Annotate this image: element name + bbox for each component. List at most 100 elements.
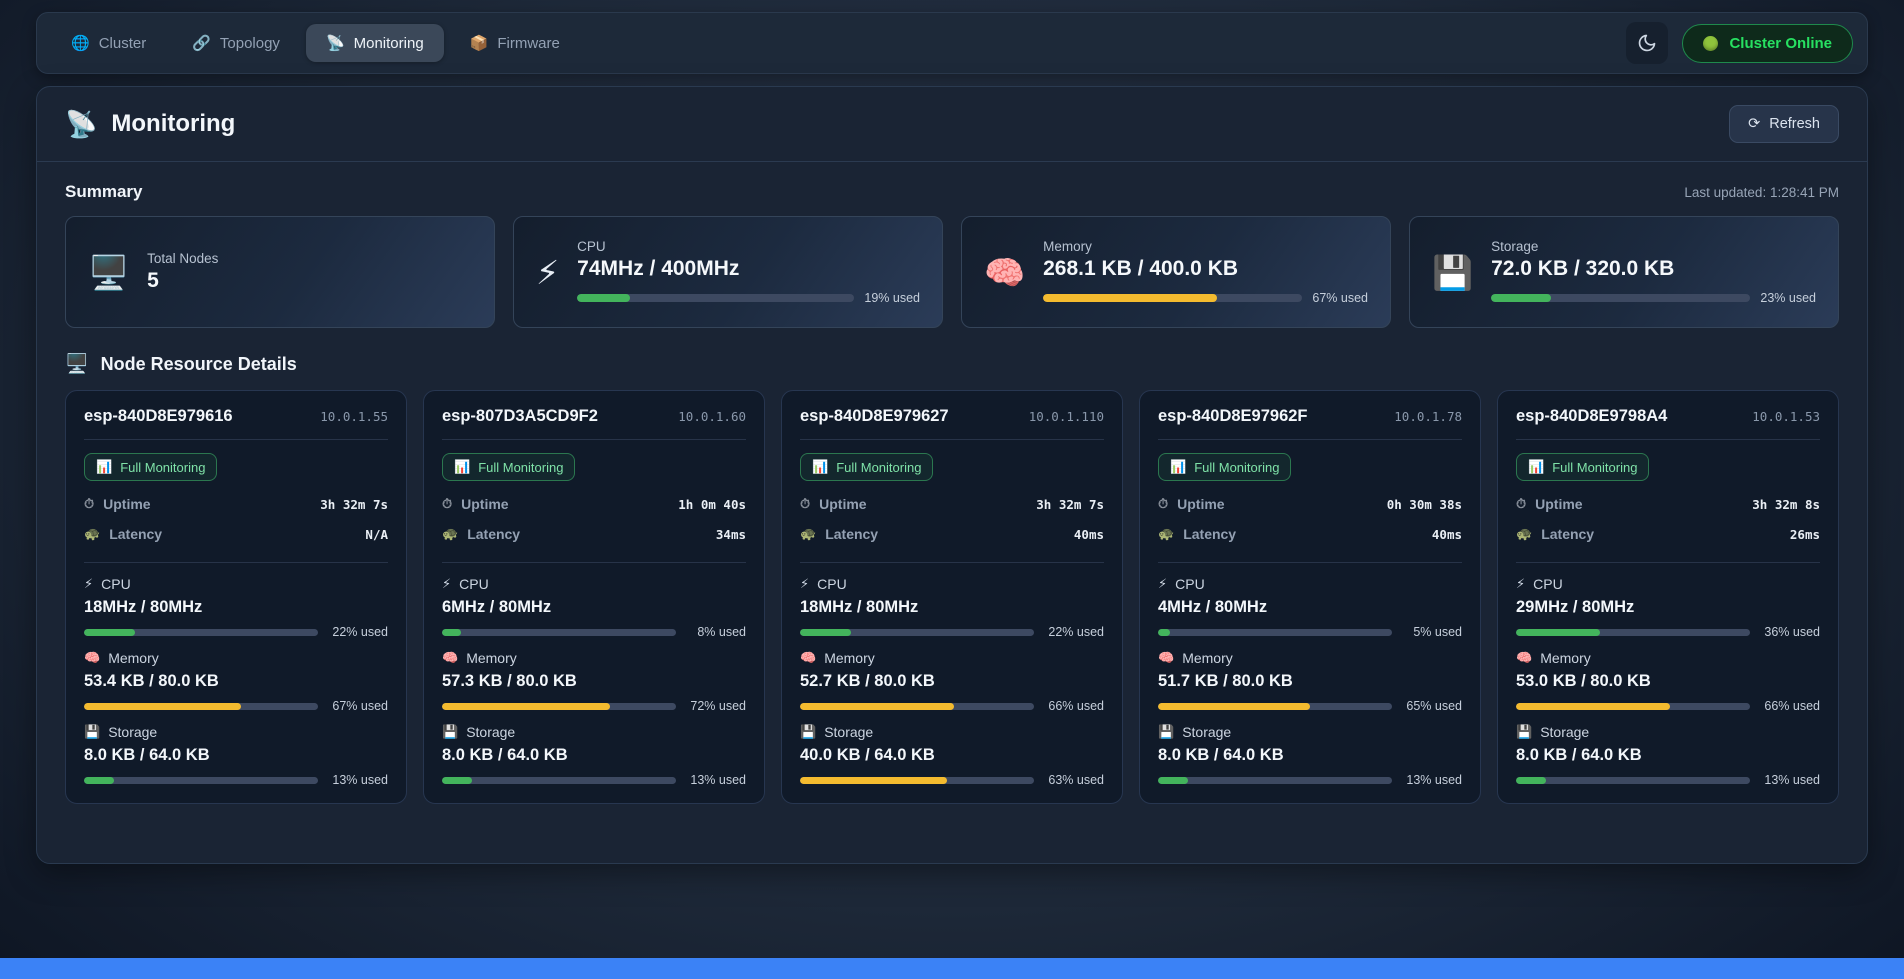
cpu-progress-fill (442, 628, 461, 636)
storage-progressbar (84, 776, 318, 784)
memory-label: Memory (108, 650, 159, 666)
latency-row: 🐢 Latency 40ms (1158, 519, 1462, 549)
memory-pct-label: 67% used (332, 699, 388, 713)
brain-icon: 🧠 (1158, 650, 1175, 665)
summary-card-value: 268.1 KB / 400.0 KB (1043, 257, 1239, 280)
storage-section: 💾 Storage 40.0 KB / 64.0 KB 63% used (800, 724, 1104, 787)
latency-row: 🐢 Latency 26ms (1516, 519, 1820, 549)
cpu-progressbar (442, 628, 676, 636)
cpu-section: ⚡ CPU 6MHz / 80MHz 8% used (442, 576, 746, 639)
floppy-disk-icon: 💾 (442, 724, 459, 739)
uptime-row: ⏱ Uptime 3h 32m 7s (84, 489, 388, 519)
full-monitoring-badge: 📊 Full Monitoring (442, 453, 576, 481)
uptime-row: ⏱ Uptime 3h 32m 8s (1516, 489, 1820, 519)
badge-label: Full Monitoring (1194, 459, 1280, 475)
stopwatch-icon: ⏱ (800, 496, 811, 511)
bar-chart-icon: 📊 (96, 459, 113, 474)
uptime-label: Uptime (1177, 496, 1225, 512)
turtle-icon: 🐢 (84, 526, 101, 541)
divider (1158, 439, 1462, 440)
cpu-section: ⚡ CPU 29MHz / 80MHz 36% used (1516, 576, 1820, 639)
summary-pct-label: 19% used (864, 291, 920, 305)
globe-icon: 🌐 (71, 35, 90, 52)
divider (1516, 439, 1820, 440)
refresh-icon: ⟳ (1748, 116, 1761, 132)
lightning-icon: ⚡ (442, 576, 452, 591)
badge-label: Full Monitoring (836, 459, 922, 475)
latency-label: Latency (1183, 526, 1237, 542)
cpu-progressbar (84, 628, 318, 636)
cpu-section: ⚡ CPU 4MHz / 80MHz 5% used (1158, 576, 1462, 639)
summary-card: ⚡ CPU 74MHz / 400MHz 19% used (513, 216, 943, 328)
storage-pct-label: 63% used (1048, 773, 1104, 787)
storage-value: 8.0 KB / 64.0 KB (442, 746, 568, 764)
storage-progress-fill (800, 776, 948, 784)
dark-mode-toggle[interactable] (1626, 22, 1669, 64)
bar-chart-icon: 📊 (1528, 459, 1545, 474)
memory-section: 🧠 Memory 57.3 KB / 80.0 KB 72% used (442, 650, 746, 713)
summary-card: 💾 Storage 72.0 KB / 320.0 KB 23% used (1409, 216, 1839, 328)
link-icon: 🔗 (192, 35, 211, 52)
divider (800, 562, 1104, 563)
divider (800, 439, 1104, 440)
storage-progress-fill (442, 776, 473, 784)
status-dot-icon (1703, 35, 1719, 51)
lightning-icon: ⚡ (84, 576, 94, 591)
divider (84, 439, 388, 440)
storage-label: Storage (1182, 724, 1232, 740)
cpu-label: CPU (459, 576, 489, 592)
memory-progress-fill (442, 702, 611, 710)
floppy-disk-icon: 💾 (1516, 724, 1533, 739)
summary-heading: Summary (65, 182, 143, 201)
refresh-button[interactable]: ⟳ Refresh (1729, 105, 1839, 143)
cluster-status-badge: Cluster Online (1682, 23, 1853, 63)
tab-cluster[interactable]: 🌐 Cluster (51, 24, 166, 62)
node-ip: 10.0.1.53 (1752, 409, 1820, 424)
cpu-progressbar (800, 628, 1034, 636)
summary-progressbar (1491, 294, 1751, 302)
node-name: esp-807D3A5CD9F2 (442, 407, 598, 425)
memory-pct-label: 72% used (690, 699, 746, 713)
uptime-value: 1h 0m 40s (678, 496, 746, 512)
storage-value: 8.0 KB / 64.0 KB (1516, 746, 1642, 764)
bottom-accent-strip (0, 958, 1904, 979)
summary-card-icon: 🖥️ (88, 253, 130, 291)
cpu-progress-fill (800, 628, 852, 636)
storage-value: 8.0 KB / 64.0 KB (1158, 746, 1284, 764)
storage-section: 💾 Storage 8.0 KB / 64.0 KB 13% used (442, 724, 746, 787)
full-monitoring-badge: 📊 Full Monitoring (1516, 453, 1650, 481)
stopwatch-icon: ⏱ (1516, 496, 1527, 511)
tab-topology[interactable]: 🔗 Topology (172, 24, 300, 62)
latency-label: Latency (1541, 526, 1595, 542)
memory-progress-fill (800, 702, 955, 710)
node-ip: 10.0.1.110 (1028, 409, 1104, 424)
stopwatch-icon: ⏱ (1158, 496, 1169, 511)
memory-value: 53.4 KB / 80.0 KB (84, 672, 219, 690)
storage-section: 💾 Storage 8.0 KB / 64.0 KB 13% used (84, 724, 388, 787)
memory-value: 53.0 KB / 80.0 KB (1516, 672, 1651, 690)
tab-firmware-label: Firmware (497, 34, 560, 52)
summary-pct-label: 67% used (1312, 291, 1368, 305)
tab-topology-label: Topology (219, 34, 280, 52)
monitoring-panel: 📡 Monitoring ⟳ Refresh Summary Last upda… (36, 86, 1868, 864)
tab-monitoring[interactable]: 📡 Monitoring (305, 24, 444, 62)
memory-progressbar (800, 702, 1034, 710)
turtle-icon: 🐢 (1516, 526, 1533, 541)
cpu-pct-label: 36% used (1764, 625, 1820, 639)
cpu-value: 6MHz / 80MHz (442, 598, 552, 616)
memory-section: 🧠 Memory 51.7 KB / 80.0 KB 65% used (1158, 650, 1462, 713)
memory-section: 🧠 Memory 53.0 KB / 80.0 KB 66% used (1516, 650, 1820, 713)
uptime-value: 0h 30m 38s (1386, 496, 1462, 512)
brain-icon: 🧠 (1516, 650, 1533, 665)
turtle-icon: 🐢 (1158, 526, 1175, 541)
node-ip: 10.0.1.78 (1394, 409, 1462, 424)
memory-value: 52.7 KB / 80.0 KB (800, 672, 935, 690)
stopwatch-icon: ⏱ (442, 496, 453, 511)
lightning-icon: ⚡ (800, 576, 810, 591)
tab-firmware[interactable]: 📦 Firmware (450, 24, 580, 62)
memory-progressbar (1158, 702, 1392, 710)
uptime-label: Uptime (103, 496, 151, 512)
node-details-heading: 🖥️ Node Resource Details (65, 352, 1839, 376)
memory-label: Memory (1540, 650, 1591, 666)
node-name: esp-840D8E97962F (1158, 407, 1308, 425)
